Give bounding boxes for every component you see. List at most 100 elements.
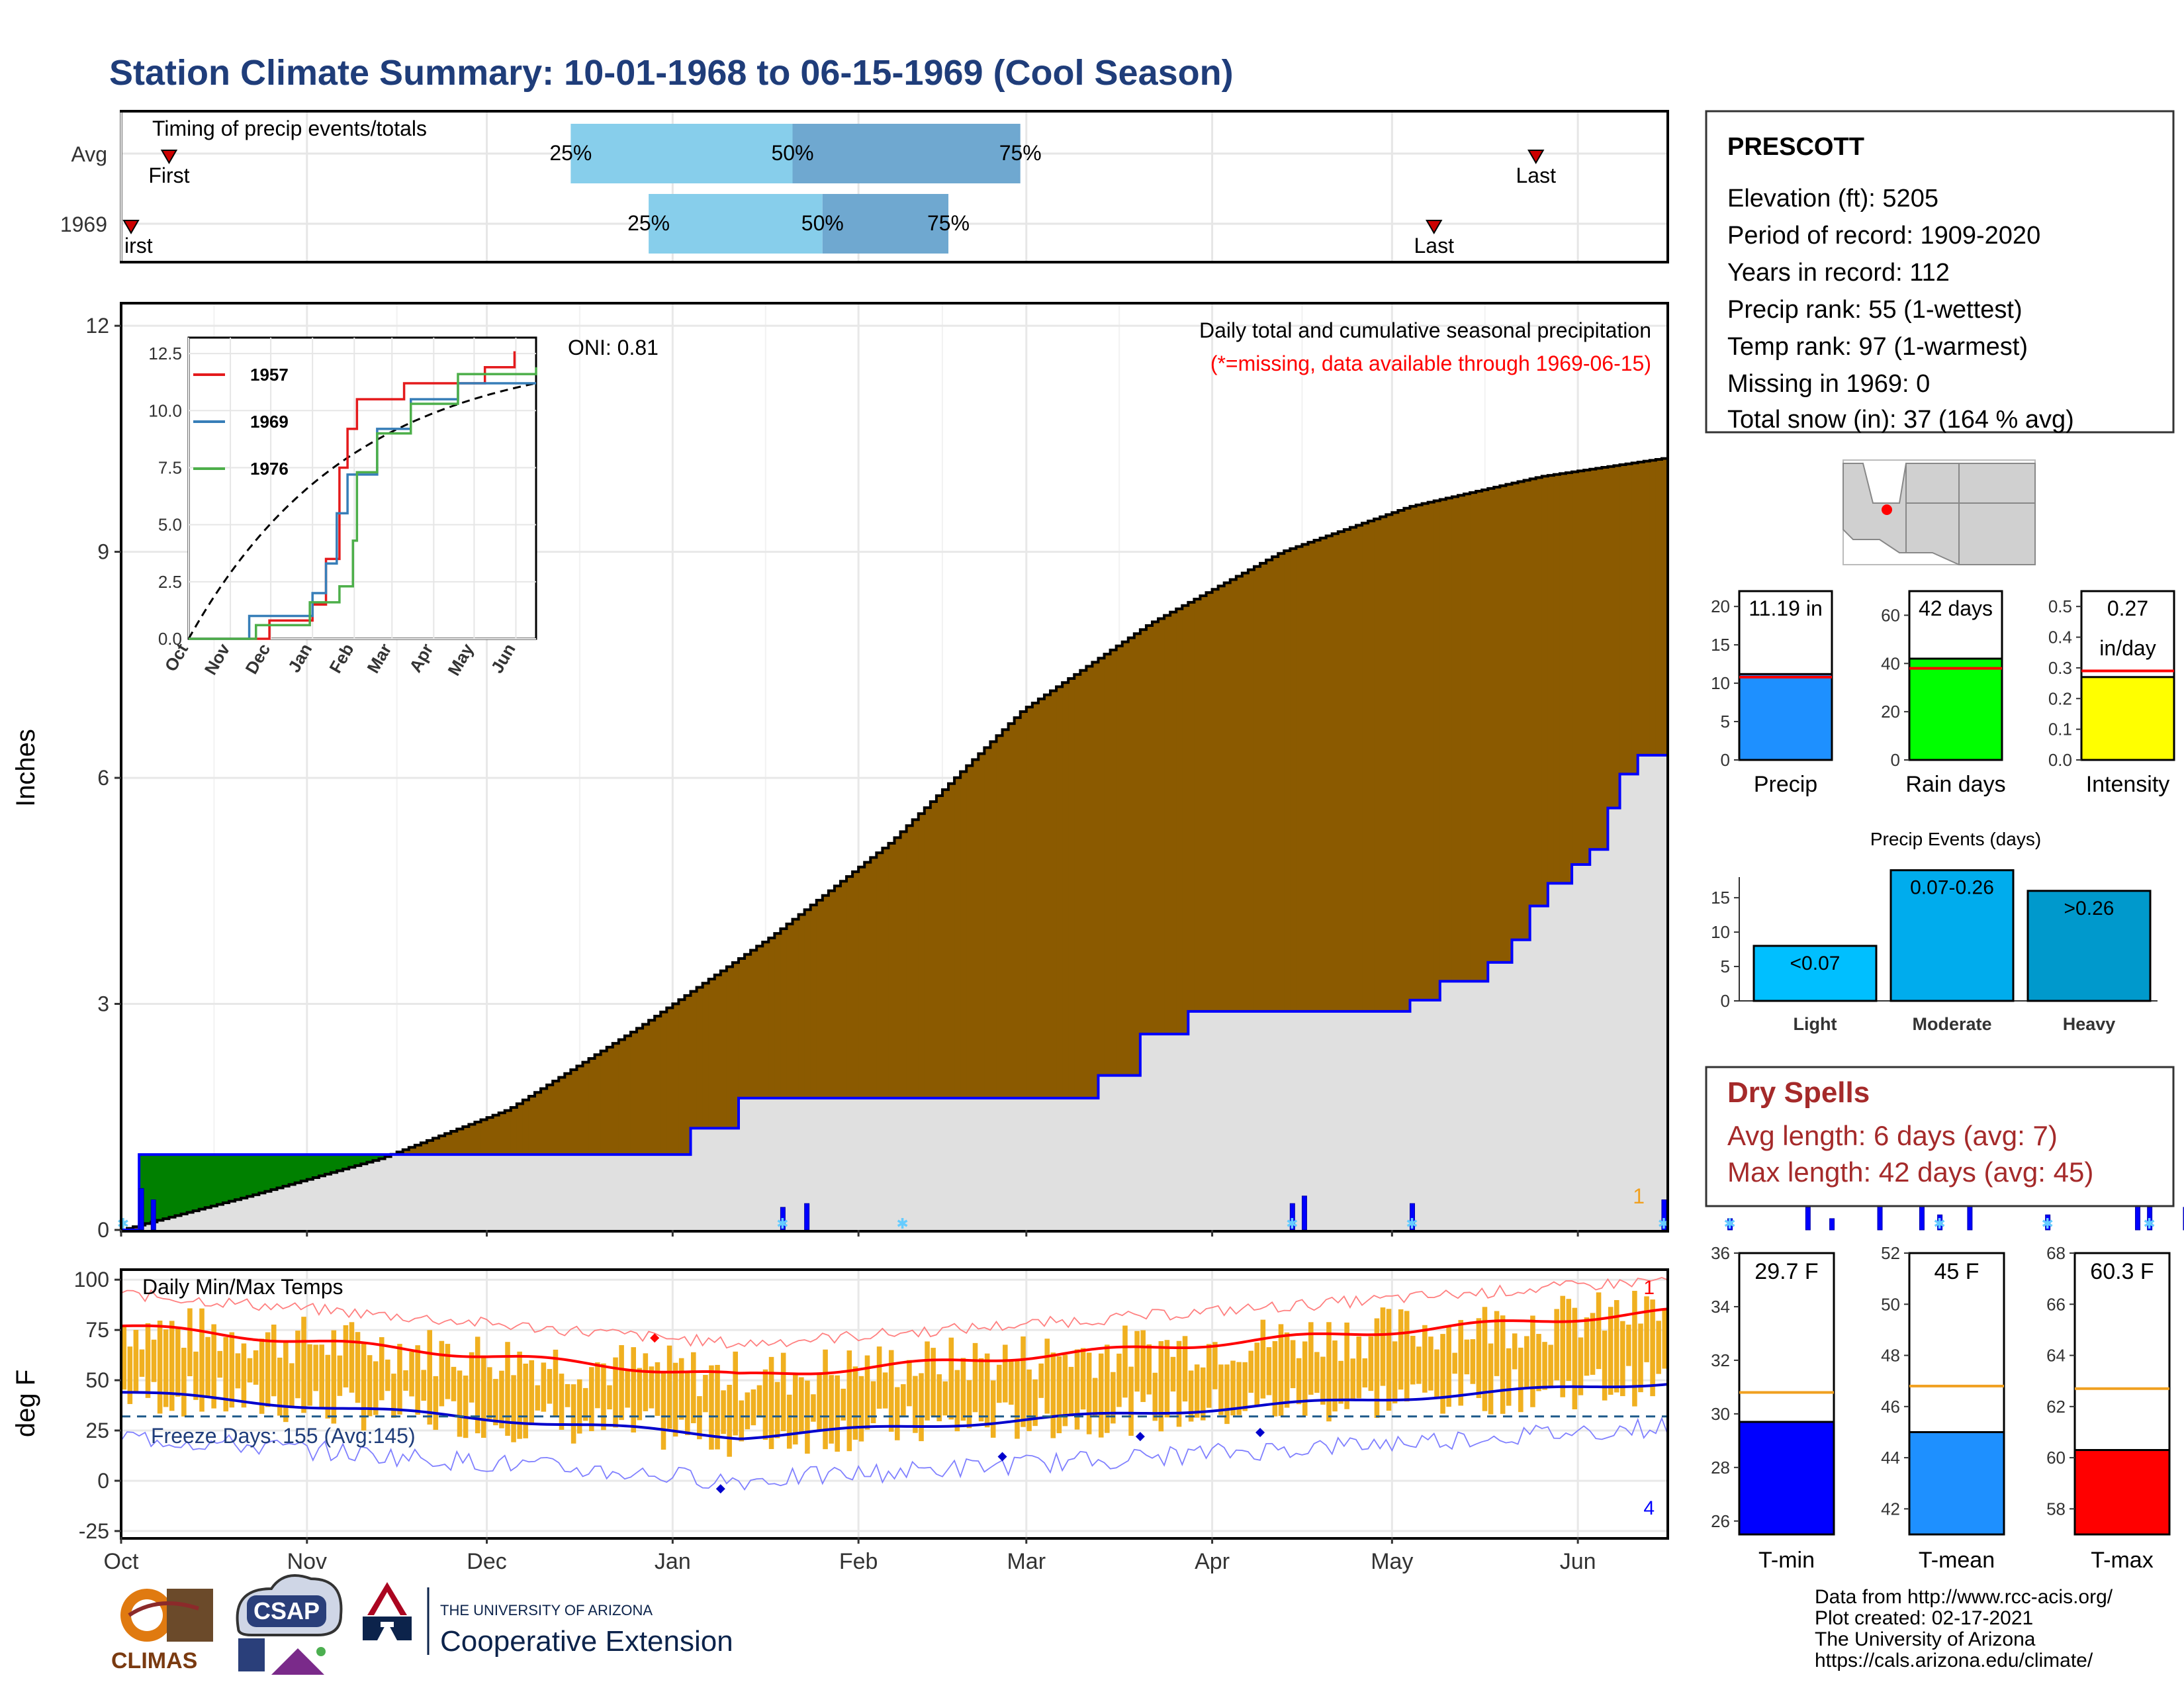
daily-temp-bar <box>1080 1348 1086 1410</box>
deficit-area <box>1392 512 1398 1011</box>
daily-temp-bar <box>1266 1347 1272 1395</box>
event-x-label: Heavy <box>2063 1014 2116 1034</box>
deficit-area <box>756 946 763 1098</box>
deficit-area <box>1158 618 1165 1035</box>
daily-temp-bar <box>241 1343 247 1408</box>
deficit-area <box>984 747 991 1098</box>
deficit-area <box>588 1058 596 1155</box>
daily-temp-bar <box>1152 1372 1158 1421</box>
daily-temp-bar <box>1272 1341 1278 1417</box>
events-ytick-label: 0 <box>1721 991 1730 1011</box>
summary-ytick-label: 0.2 <box>2048 688 2072 708</box>
deficit-area <box>1428 502 1435 1000</box>
deficit-area <box>1535 477 1543 906</box>
daily-precip-bar <box>150 1199 156 1231</box>
deficit-area <box>768 937 775 1098</box>
surplus-area <box>324 1154 332 1174</box>
daily-temp-bar <box>756 1385 762 1418</box>
surplus-area <box>355 1154 361 1166</box>
daily-temp-bar <box>427 1330 433 1425</box>
deficit-area <box>1482 489 1488 982</box>
daily-temp-bar <box>493 1379 498 1426</box>
deficit-area <box>1457 495 1465 982</box>
daily-temp-bar <box>1236 1362 1242 1415</box>
daily-temp-bar <box>223 1336 229 1412</box>
daily-temp-bar <box>1350 1358 1355 1401</box>
daily-temp-bar <box>709 1365 714 1450</box>
deficit-area <box>1253 566 1261 1011</box>
deficit-area <box>1332 534 1339 1011</box>
surplus-area <box>331 1154 338 1173</box>
surplus-area <box>169 1154 176 1217</box>
deficit-area <box>433 1138 439 1155</box>
surplus-area <box>337 1154 343 1171</box>
deficit-area <box>1506 484 1513 962</box>
deficit-area <box>469 1124 476 1155</box>
daily-temp-bar <box>1098 1353 1104 1438</box>
daily-temp-bar <box>547 1369 553 1404</box>
temp-record-marker <box>650 1333 660 1343</box>
deficit-area <box>649 1020 655 1155</box>
deficit-area <box>948 783 955 1098</box>
daily-temp-bar <box>684 1372 690 1435</box>
daily-temp-bar <box>463 1376 469 1438</box>
daily-temp-bar <box>1482 1307 1488 1411</box>
summary-ytick-label: 5 <box>1721 712 1730 731</box>
daily-temp-bar <box>817 1373 822 1430</box>
temp-summary-ytick-label: 30 <box>1711 1404 1730 1424</box>
daily-temp-bar <box>1428 1336 1433 1391</box>
daily-precip-bar <box>1805 1207 1811 1231</box>
station-period: Period of record: 1909-2020 <box>1727 222 2040 250</box>
deficit-area <box>1056 686 1063 1098</box>
deficit-area <box>1566 473 1572 884</box>
footer-line-4: https://cals.arizona.edu/climate/ <box>1815 1650 2093 1671</box>
deficit-area <box>1602 467 1609 850</box>
month-label: Oct <box>104 1549 139 1574</box>
deficit-area <box>978 753 985 1098</box>
temp-summary-t-mean: 45 F 42 44 46 48 50 52 T-mean <box>1881 1243 2005 1573</box>
daily-temp-bar <box>319 1344 324 1409</box>
temp-record-marker <box>715 1484 725 1494</box>
surplus-area <box>343 1154 349 1170</box>
inset-ytick-label: 7.5 <box>158 457 182 477</box>
daily-temp-bar <box>1194 1364 1200 1418</box>
precip-ytick-label: 3 <box>97 992 109 1016</box>
temp-record-marker <box>1135 1432 1145 1442</box>
page-title: Station Climate Summary: 10-01-1968 to 0… <box>109 53 1234 93</box>
ua-big-text: Cooperative Extension <box>440 1625 733 1658</box>
daily-temp-bar <box>625 1369 630 1408</box>
daily-temp-bar <box>660 1372 666 1450</box>
station-precip-rank: Precip rank: 55 (1-wettest) <box>1727 296 2023 324</box>
daily-temp-bar <box>1062 1354 1068 1427</box>
daily-temp-bar <box>565 1383 570 1407</box>
deficit-area <box>547 1084 553 1155</box>
temp-summary-t-min: 29.7 F 26 28 30 32 34 36 T-min <box>1711 1243 1835 1573</box>
inset-series-1976 <box>189 367 537 640</box>
daily-precip-bar <box>1727 1218 1733 1231</box>
precip-y-axis-label: Inches <box>11 729 40 807</box>
deficit-area <box>1547 475 1555 884</box>
first-event-marker <box>122 220 140 234</box>
deficit-area <box>1386 514 1392 1011</box>
deficit-area <box>858 867 865 1098</box>
deficit-area <box>1224 583 1231 1011</box>
temp-y-axis-label: deg F <box>11 1370 40 1437</box>
first-event-label: First <box>148 164 189 187</box>
daily-temp-bar <box>480 1355 486 1438</box>
deficit-area <box>486 1117 494 1155</box>
deficit-area <box>786 923 794 1098</box>
daily-temp-bar <box>1290 1340 1296 1389</box>
deficit-area <box>822 895 829 1098</box>
freeze-days-label: Freeze Days: 155 (Avg:145) <box>151 1424 416 1448</box>
daily-temp-bar <box>643 1353 649 1411</box>
surplus-area <box>210 1154 218 1206</box>
daily-temp-bar <box>823 1349 828 1450</box>
deficit-area <box>792 919 799 1098</box>
daily-temp-bar <box>576 1379 582 1434</box>
daily-temp-bar <box>739 1400 745 1442</box>
daily-temp-bar <box>1116 1353 1122 1407</box>
events-ytick-label: 10 <box>1711 922 1730 942</box>
timing-box-lower <box>649 194 823 254</box>
daily-temp-bar <box>1218 1364 1224 1415</box>
daily-temp-bar <box>1458 1320 1464 1406</box>
